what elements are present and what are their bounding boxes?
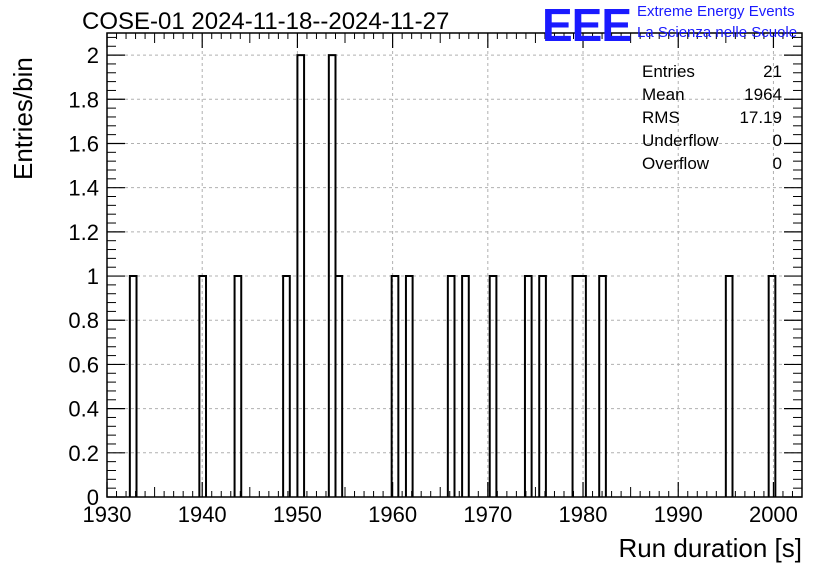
y-axis-label: Entries/bin xyxy=(8,57,38,180)
histogram-bars xyxy=(128,54,777,497)
y-tick-label: 1.4 xyxy=(68,176,99,201)
histogram-bin xyxy=(538,275,547,497)
axis-ticks xyxy=(106,33,803,498)
x-tick-label: 1980 xyxy=(559,502,608,527)
histogram-bin xyxy=(233,275,243,497)
stat-overflow: Overflow 0 xyxy=(642,152,782,175)
plot-frame xyxy=(106,32,803,498)
stats-box: Entries 21 Mean 1964 RMS 17.19 Underflow… xyxy=(642,60,782,175)
y-tick-label: 1 xyxy=(87,264,99,289)
x-axis-label: Run duration [s] xyxy=(618,533,802,563)
y-tick-label: 0.2 xyxy=(68,441,99,466)
histogram-bin xyxy=(571,275,587,497)
stat-mean: Mean 1964 xyxy=(642,83,782,106)
stat-label: Entries xyxy=(642,62,695,81)
histogram-bin xyxy=(128,275,138,497)
grid-lines xyxy=(107,33,802,497)
y-tick-label: 1.2 xyxy=(68,220,99,245)
y-tick-label: 0.4 xyxy=(68,397,99,422)
histogram-bin xyxy=(598,275,607,497)
x-tick-label: 1930 xyxy=(83,502,132,527)
histogram-bin xyxy=(390,275,400,497)
stat-value: 1964 xyxy=(744,85,782,104)
eee-logo: EEE xyxy=(542,0,632,51)
y-tick-label: 1.6 xyxy=(68,131,99,156)
stat-label: Overflow xyxy=(642,154,710,173)
chart-title: COSE-01 2024-11-18--2024-11-27 xyxy=(82,8,450,35)
histogram-bin xyxy=(198,275,208,497)
histogram-bin xyxy=(461,275,470,497)
histogram-bin xyxy=(446,275,456,497)
y-tick-label: 0.8 xyxy=(68,308,99,333)
histogram-bin xyxy=(724,275,734,497)
logo-line-2: La Scienza nelle Scuole xyxy=(637,24,798,41)
histogram-bin xyxy=(404,275,414,497)
stat-label: RMS xyxy=(642,108,680,127)
logo-line-1: Extreme Energy Events xyxy=(637,3,795,20)
y-tick-label: 2 xyxy=(87,43,99,68)
histogram-bin xyxy=(523,275,533,497)
histogram-bin xyxy=(334,275,344,497)
histogram-bin xyxy=(296,54,306,497)
x-tick-label: 1960 xyxy=(368,502,417,527)
histogram-bin xyxy=(282,275,291,497)
histogram-bin xyxy=(488,275,498,497)
x-tick-label: 1950 xyxy=(273,502,322,527)
stat-value: 0 xyxy=(772,131,782,150)
y-tick-label: 1.8 xyxy=(68,87,99,112)
stat-underflow: Underflow 0 xyxy=(642,129,782,152)
axis-tick-labels: 1930 1940 1950 1960 1970 1980 1990 2000 0 0.2 0.4 0… xyxy=(68,43,798,527)
stat-value: 0 xyxy=(772,154,782,173)
histogram-bin xyxy=(767,275,777,497)
stat-value: 17.19 xyxy=(739,108,782,127)
y-tick-label: 0.6 xyxy=(68,352,99,377)
x-tick-label: 1990 xyxy=(654,502,703,527)
stat-entries: Entries 21 xyxy=(642,60,782,83)
stat-label: Mean xyxy=(642,85,685,104)
x-tick-label: 2000 xyxy=(749,502,798,527)
stat-value: 21 xyxy=(763,62,782,81)
stat-label: Underflow xyxy=(642,131,719,150)
x-tick-label: 1970 xyxy=(463,502,512,527)
stat-rms: RMS 17.19 xyxy=(642,106,782,129)
x-tick-label: 1940 xyxy=(178,502,227,527)
y-tick-label: 0 xyxy=(87,485,99,510)
